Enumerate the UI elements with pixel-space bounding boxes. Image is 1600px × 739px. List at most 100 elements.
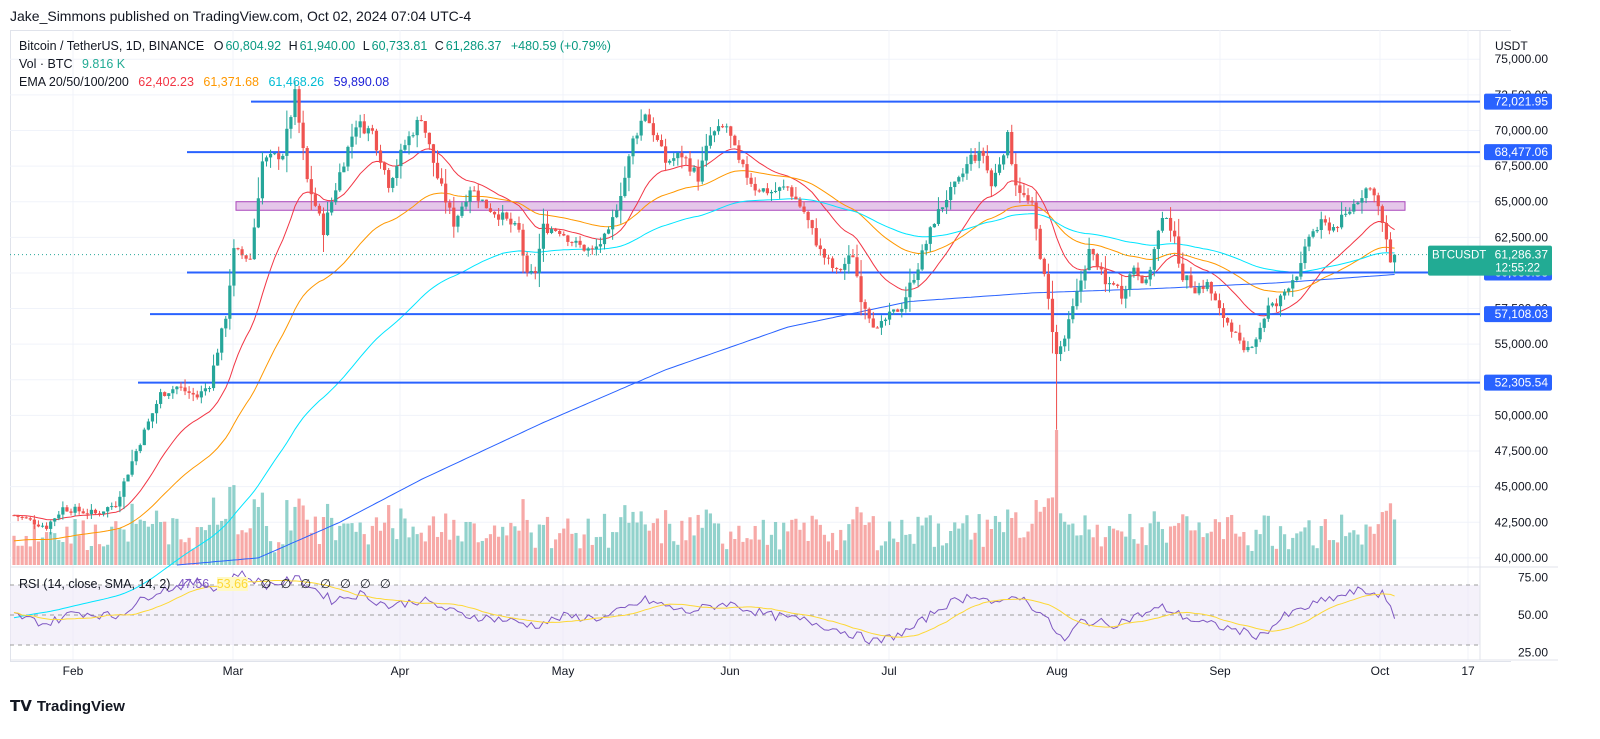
volume-bar [643, 524, 647, 565]
candle-body [277, 153, 281, 160]
volume-bar [700, 527, 704, 565]
candle-body [411, 135, 415, 137]
candle-body [448, 202, 452, 208]
rsi-tick-label: 25.00 [1518, 646, 1548, 660]
ema50-value: 61,371.68 [203, 75, 259, 89]
volume-bar [892, 538, 896, 565]
volume-bar [578, 548, 582, 565]
volume-bar [928, 515, 932, 565]
candle-body [362, 121, 366, 134]
candle-body [749, 177, 753, 184]
candle-body [195, 394, 199, 398]
time-tick-label: Apr [391, 664, 410, 678]
candle-body [1042, 258, 1046, 275]
candle-body [1173, 230, 1177, 237]
candle-body [1270, 303, 1274, 306]
level-price-badge [1484, 144, 1552, 161]
volume-bar [57, 540, 61, 565]
chart-panel[interactable] [10, 30, 1511, 662]
rsi-sma-value: 53.66 [216, 577, 248, 591]
volume-bar [794, 518, 798, 565]
candle-body [822, 249, 827, 258]
volume-bar [142, 520, 146, 565]
candle-body [721, 126, 725, 128]
candle-body [1168, 217, 1173, 231]
candle-body [790, 187, 794, 197]
candle-body [1384, 222, 1389, 240]
volume-bar [256, 506, 260, 565]
volume-bar [1156, 521, 1160, 565]
candle-body [183, 387, 187, 392]
volume-bar [305, 519, 309, 565]
candle-body [199, 391, 203, 398]
volume-bar [32, 525, 36, 565]
volume-bar [362, 534, 366, 565]
candle-body [676, 153, 680, 159]
candle-body [1319, 219, 1323, 230]
candle-body [1340, 214, 1344, 228]
volume-bar [843, 540, 847, 565]
volume-bar [411, 526, 415, 565]
volume-bar [1344, 536, 1348, 565]
ema-legend[interactable]: EMA 20/50/100/200 62,402.23 61,371.68 61… [19, 75, 389, 89]
candle-body [733, 135, 737, 146]
volume-bar [517, 530, 521, 565]
candle-body [415, 119, 419, 136]
candle-body [1315, 229, 1319, 232]
volume-bar [277, 542, 281, 565]
candle-body [1234, 331, 1238, 333]
candle-body [871, 318, 875, 328]
price-tick-label: 45,000.00 [1495, 480, 1549, 494]
volume-bar [696, 514, 700, 565]
symbol-legend[interactable]: Bitcoin / TetherUS, 1D, BINANCE O 60,804.… [19, 39, 611, 53]
candle-body [1368, 188, 1372, 190]
volume-bar [1018, 537, 1022, 565]
candle-body [1030, 200, 1034, 203]
volume-bar [773, 522, 778, 565]
rsi-legend[interactable]: RSI (14, close, SMA, 14, 2) 47.56 53.66 … [19, 576, 391, 591]
volume-legend[interactable]: Vol · BTC 9.816 K [19, 57, 125, 71]
volume-bar [749, 539, 753, 565]
volume-bar [729, 531, 733, 565]
volume-bar [1087, 529, 1091, 565]
volume-bar [1315, 548, 1319, 565]
candle-body [1022, 192, 1026, 196]
candle-body [757, 190, 761, 192]
candle-body [1291, 280, 1295, 289]
candle-body [1140, 275, 1144, 284]
volume-bar [114, 521, 118, 565]
candle-body [317, 205, 322, 214]
candle-body [659, 140, 664, 147]
candle-body [1364, 188, 1368, 199]
candle-body [908, 282, 912, 298]
volume-bar [1250, 550, 1254, 565]
volume-bar [1067, 524, 1071, 565]
candle-body [773, 190, 778, 193]
candle-body [1083, 270, 1087, 281]
volume-bar [244, 532, 248, 565]
volume-bar [224, 518, 228, 565]
volume-bar [1213, 519, 1217, 565]
candle-body [268, 153, 273, 158]
volume-bar [1050, 497, 1055, 565]
volume-bar [737, 525, 741, 565]
volume-bar [1177, 523, 1181, 565]
candle-body [602, 233, 607, 245]
volume-bar [965, 515, 969, 565]
footer-brand[interactable]: 𝗧𝗩 TradingView [10, 697, 125, 715]
volume-label: Vol · BTC [19, 57, 73, 71]
candle-body [769, 192, 774, 194]
candle-body [419, 119, 423, 122]
volume-bar [676, 544, 680, 565]
volume-bar [378, 530, 383, 565]
volume-bar [818, 524, 822, 565]
volume-bar [1205, 533, 1209, 565]
candle-body [1221, 308, 1226, 319]
volume-bar [195, 527, 199, 565]
candle-body [1071, 306, 1075, 320]
volume-bar [1030, 523, 1034, 565]
candle-body [49, 521, 53, 529]
volume-bar [293, 506, 297, 565]
ema50-line [13, 170, 1395, 542]
